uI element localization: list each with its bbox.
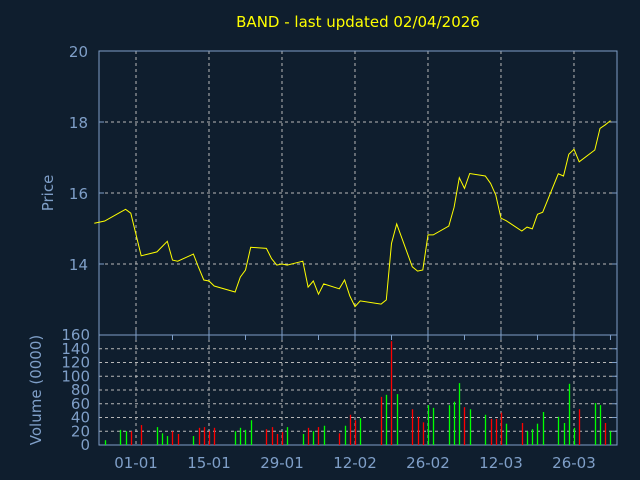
- price-axis-label: Price: [39, 175, 57, 212]
- volume-tick-label: 40: [71, 409, 90, 427]
- volume-tick-label: 0: [80, 436, 90, 454]
- volume-tick-label: 160: [61, 326, 90, 344]
- price-tick-label: 16: [69, 185, 88, 203]
- volume-tick-label: 140: [61, 340, 90, 358]
- volume-tick-label: 80: [71, 381, 90, 399]
- price-tick-label: 18: [69, 114, 88, 132]
- volume-axis-label: Volume (0000): [27, 335, 45, 445]
- volume-tick-label: 60: [71, 395, 90, 413]
- plot-frame: [98, 50, 618, 446]
- date-tick-label: 26-03: [552, 454, 596, 472]
- date-tick-label: 15-01: [187, 454, 231, 472]
- date-tick-label: 01-01: [114, 454, 158, 472]
- price-line: [94, 120, 611, 308]
- chart-title: BAND - last updated 02/04/2026: [236, 13, 480, 31]
- date-tick-label: 26-02: [406, 454, 450, 472]
- volume-tick-label: 120: [61, 354, 90, 372]
- volume-tick-label: 100: [61, 367, 90, 385]
- date-tick-label: 12-03: [479, 454, 523, 472]
- price-tick-label: 20: [69, 43, 88, 61]
- date-tick-label: 12-02: [333, 454, 377, 472]
- date-tick-label: 29-01: [260, 454, 304, 472]
- price-tick-label: 14: [69, 256, 88, 274]
- volume-tick-label: 20: [71, 422, 90, 440]
